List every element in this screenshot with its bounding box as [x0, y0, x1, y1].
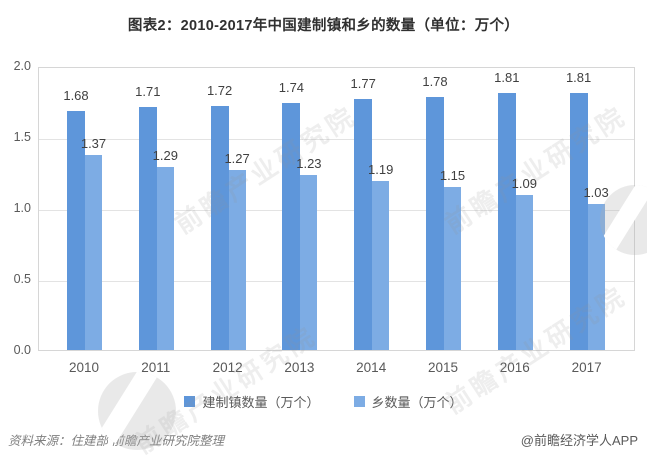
data-label: 1.81 — [494, 69, 520, 85]
bar-series2-2012 — [228, 169, 246, 350]
data-label: 1.09 — [511, 176, 537, 192]
data-label: 1.78 — [422, 74, 448, 90]
x-tick-label: 2010 — [68, 360, 100, 375]
data-label: 1.77 — [350, 75, 376, 91]
gridline — [39, 210, 634, 211]
data-label: 1.27 — [224, 150, 250, 166]
bar-series2-2016 — [515, 195, 533, 350]
legend-swatch-icon — [353, 396, 365, 407]
data-label: 1.71 — [135, 84, 161, 100]
chart-title: 图表2：2010-2017年中国建制镇和乡的数量（单位：万个） — [127, 18, 520, 34]
x-tick-label: 2015 — [427, 360, 459, 375]
plot-area: 1.68 1.37 1.71 1.29 1.72 1.27 1.74 1.23 1.77 1.19… — [38, 67, 635, 351]
bar-series1-2010 — [67, 111, 85, 350]
bar-series2-2011 — [156, 166, 174, 350]
legend-label: 乡数量（万个） — [371, 395, 463, 410]
y-tick-label: 2.0 — [13, 59, 31, 73]
legend-swatch-icon — [184, 396, 196, 407]
data-label: 1.29 — [152, 147, 178, 163]
bar-series2-2014 — [372, 181, 390, 350]
data-label: 1.03 — [583, 184, 609, 200]
data-label: 1.72 — [206, 82, 233, 98]
y-tick-label: 1.0 — [13, 201, 31, 215]
bar-series2-2013 — [300, 175, 318, 350]
data-label: 1.37 — [80, 136, 107, 152]
bar-series2-2010 — [85, 155, 102, 350]
y-tick-label: 1.5 — [13, 130, 31, 144]
data-label: 1.68 — [63, 88, 89, 104]
y-tick-label: 0.5 — [13, 272, 31, 286]
bar-series1-2014 — [354, 98, 373, 350]
data-label: 1.81 — [565, 69, 592, 85]
credit-note: @前瞻经济学人APP — [520, 433, 638, 448]
x-tick-label: 2012 — [212, 360, 243, 375]
source-note: 资料来源：住建部 前瞻产业研究院整理 — [8, 434, 224, 448]
data-label: 1.15 — [439, 167, 466, 183]
legend-item-towns: 建制镇数量（万个） — [184, 392, 320, 411]
bar-series2-2015 — [444, 186, 461, 350]
legend-item-townships: 乡数量（万个） — [353, 392, 463, 411]
gridline — [39, 281, 634, 282]
bar-series1-2017 — [569, 92, 588, 350]
bar-series1-2012 — [210, 105, 229, 350]
bar-series2-2017 — [587, 203, 605, 350]
x-tick-label: 2014 — [356, 360, 387, 375]
x-tick-label: 2017 — [571, 360, 602, 375]
data-label: 1.23 — [296, 156, 322, 172]
bar-series1-2011 — [138, 107, 157, 350]
x-tick-label: 2011 — [141, 360, 171, 375]
gridline — [39, 139, 634, 140]
data-label: 1.19 — [368, 162, 394, 178]
bar-series1-2013 — [282, 102, 301, 350]
y-tick-label: 0.0 — [13, 343, 31, 357]
bar-series1-2015 — [426, 97, 444, 350]
data-label: 1.74 — [278, 79, 305, 95]
x-tick-label: 2013 — [284, 360, 315, 375]
legend: 建制镇数量（万个） 乡数量（万个） — [0, 392, 647, 411]
legend-label: 建制镇数量（万个） — [202, 395, 320, 410]
x-tick-label: 2016 — [499, 360, 530, 375]
bar-series1-2016 — [497, 92, 516, 350]
